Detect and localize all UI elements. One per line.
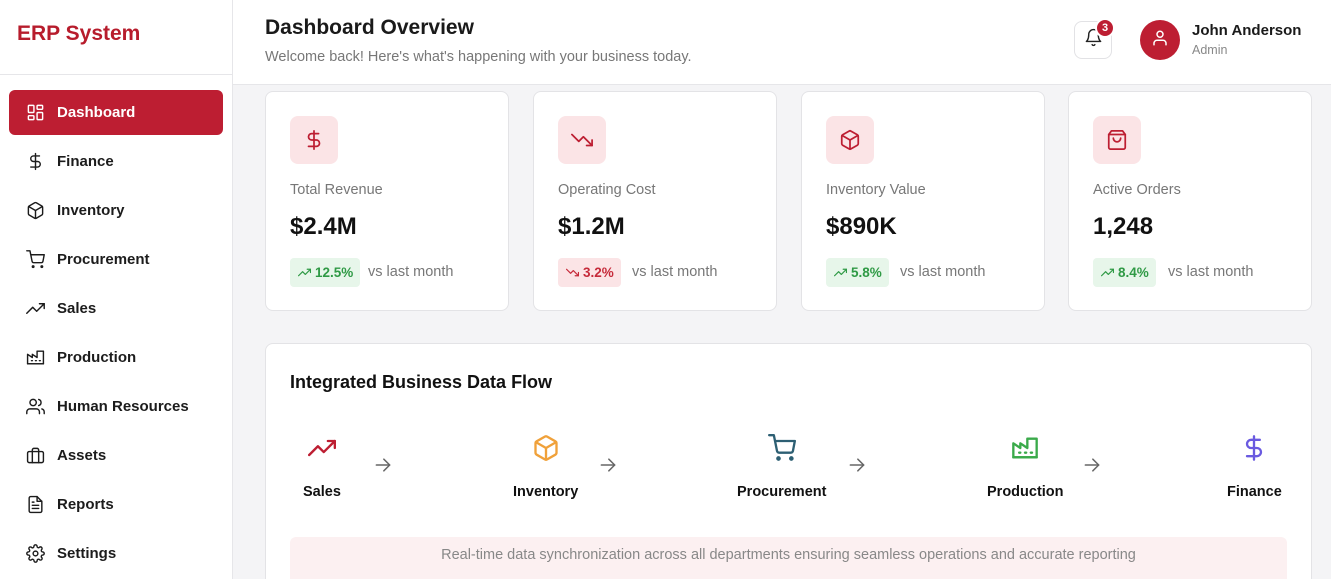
kpi-change-value: 3.2% [583, 265, 614, 280]
sidebar-item-label: Procurement [57, 251, 150, 268]
dollar-icon [25, 152, 45, 172]
section-title: Integrated Business Data Flow [290, 372, 553, 392]
flow-step-sales[interactable]: Sales [303, 434, 341, 500]
cart-icon [767, 434, 796, 461]
kpi-comparison: vs last month [368, 264, 454, 280]
flow-step-label: Sales [303, 484, 341, 500]
trending-up-icon [25, 299, 45, 319]
box-icon [826, 116, 874, 164]
sidebar-nav: Dashboard Finance Inventory Procurement … [0, 75, 232, 576]
user-icon [1151, 29, 1169, 52]
sidebar-item-finance[interactable]: Finance [9, 139, 223, 184]
kpi-change-value: 5.8% [851, 265, 882, 280]
user-role: Admin [1192, 43, 1228, 57]
sync-note: Real-time data synchronization across al… [290, 537, 1287, 579]
kpi-card-total-revenue: Total Revenue $2.4M 12.5% vs last month [265, 91, 509, 311]
users-icon [25, 397, 45, 417]
flow-step-finance[interactable]: Finance [1227, 434, 1282, 500]
kpi-value: 1,248 [1093, 213, 1154, 240]
factory-icon [25, 348, 45, 368]
arrow-right-icon [1082, 455, 1102, 475]
sidebar-item-human-resources[interactable]: Human Resources [9, 384, 223, 429]
dashboard-grid-icon [25, 103, 45, 123]
sidebar-item-label: Human Resources [57, 398, 189, 415]
sidebar-item-dashboard[interactable]: Dashboard [9, 90, 223, 135]
sidebar-item-label: Production [57, 349, 137, 366]
kpi-label: Operating Cost [558, 182, 656, 198]
cart-icon [25, 250, 45, 270]
arrow-right-icon [373, 455, 393, 475]
flow-step-label: Production [987, 484, 1064, 500]
kpi-change-badge: 12.5% [290, 258, 361, 287]
kpi-comparison: vs last month [632, 264, 718, 280]
sidebar-item-production[interactable]: Production [9, 335, 223, 380]
kpi-change-value: 12.5% [315, 265, 354, 280]
notification-badge: 3 [1095, 18, 1115, 38]
kpi-card-active-orders: Active Orders 1,248 8.4% vs last month [1068, 91, 1312, 311]
sidebar-item-label: Reports [57, 496, 114, 513]
sidebar-item-assets[interactable]: Assets [9, 433, 223, 478]
arrow-right-icon [847, 455, 867, 475]
sidebar-item-sales[interactable]: Sales [9, 286, 223, 331]
flow-step-procurement[interactable]: Procurement [737, 434, 826, 500]
sidebar-item-settings[interactable]: Settings [9, 531, 223, 576]
sidebar-item-inventory[interactable]: Inventory [9, 188, 223, 233]
kpi-value: $2.4M [290, 213, 357, 240]
sidebar-item-procurement[interactable]: Procurement [9, 237, 223, 282]
trending-up-icon [298, 268, 311, 277]
kpi-change-badge: 3.2% [558, 258, 621, 287]
kpi-card-inventory-value: Inventory Value $890K 5.8% vs last month [801, 91, 1045, 311]
sidebar-item-label: Inventory [57, 202, 125, 219]
bell-icon [1084, 28, 1103, 52]
kpi-value: $890K [826, 213, 897, 240]
trending-down-icon [566, 268, 579, 277]
page-title: Dashboard Overview [265, 16, 474, 39]
flow-step-label: Inventory [513, 484, 579, 500]
sidebar-item-label: Settings [57, 545, 117, 562]
arrow-right-icon [598, 455, 618, 475]
flow-step-label: Finance [1227, 484, 1282, 500]
sidebar-item-reports[interactable]: Reports [9, 482, 223, 527]
sidebar-item-label: Sales [57, 300, 97, 317]
briefcase-icon [25, 446, 45, 466]
avatar[interactable] [1140, 20, 1180, 60]
kpi-value: $1.2M [558, 213, 625, 240]
gear-icon [25, 544, 45, 564]
kpi-label: Active Orders [1093, 182, 1181, 198]
flow-step-production[interactable]: Production [987, 434, 1064, 500]
sidebar: ERP System Dashboard Finance Inventory P… [0, 0, 233, 579]
sidebar-item-label: Assets [57, 447, 107, 464]
trending-down-icon [558, 116, 606, 164]
shopping-bag-icon [1093, 116, 1141, 164]
kpi-change-badge: 5.8% [826, 258, 889, 287]
kpi-change-value: 8.4% [1118, 265, 1149, 280]
dollar-icon [290, 116, 338, 164]
box-icon [25, 201, 45, 221]
kpi-label: Total Revenue [290, 182, 383, 198]
trending-up-icon [834, 268, 847, 277]
factory-icon [1012, 437, 1039, 459]
user-name[interactable]: John Anderson [1192, 22, 1302, 39]
data-flow-panel: Integrated Business Data Flow Sales Inve… [265, 343, 1312, 579]
brand-logo[interactable]: ERP System [0, 0, 232, 75]
sidebar-item-label: Finance [57, 153, 114, 170]
page-subtitle: Welcome back! Here's what's happening wi… [265, 49, 692, 65]
kpi-label: Inventory Value [826, 182, 926, 198]
kpi-card-operating-cost: Operating Cost $1.2M 3.2% vs last month [533, 91, 777, 311]
kpi-comparison: vs last month [1168, 264, 1254, 280]
sidebar-item-label: Dashboard [57, 104, 136, 121]
dollar-icon [1246, 435, 1263, 461]
flow-step-inventory[interactable]: Inventory [513, 434, 578, 500]
kpi-comparison: vs last month [900, 264, 986, 280]
flow-step-label: Procurement [737, 484, 827, 500]
trending-up-icon [1101, 268, 1114, 277]
kpi-change-badge: 8.4% [1093, 258, 1156, 287]
box-icon [533, 435, 558, 461]
file-text-icon [25, 495, 45, 515]
top-header: Dashboard Overview Welcome back! Here's … [233, 0, 1331, 85]
trending-up-icon [307, 439, 336, 457]
